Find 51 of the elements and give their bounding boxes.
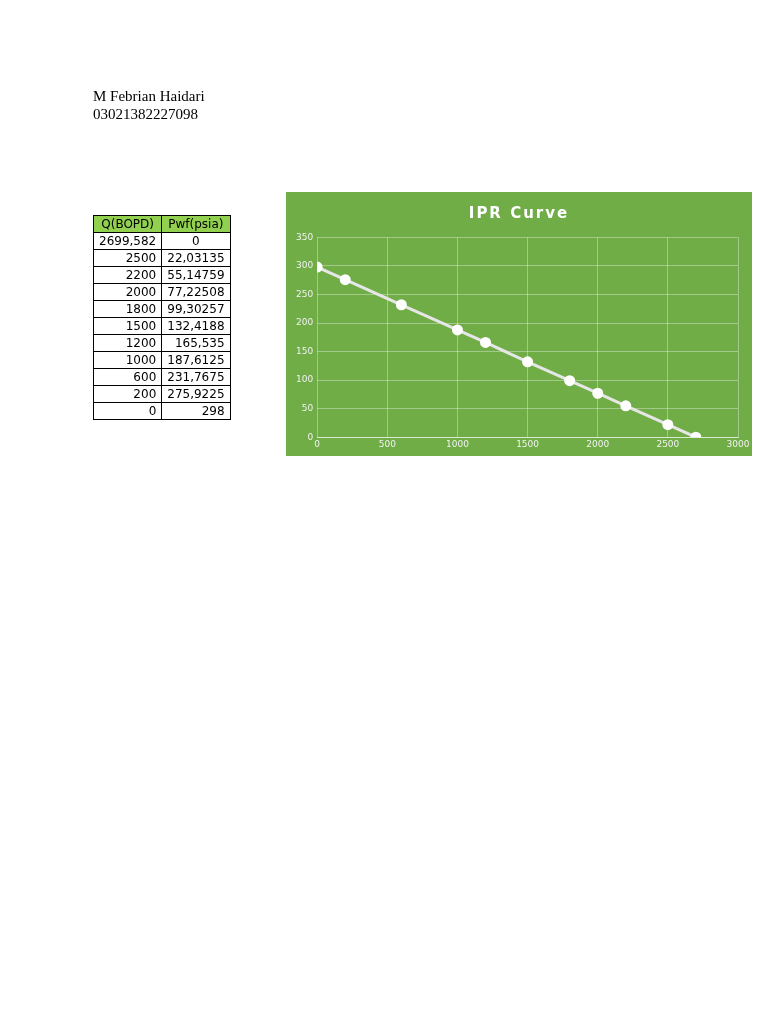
y-tick-label: 100 xyxy=(295,374,314,385)
text: 1800 xyxy=(93,300,162,318)
text: 1200 xyxy=(93,334,162,352)
point xyxy=(564,375,576,387)
point xyxy=(620,400,632,412)
text: 22,03135 xyxy=(161,249,231,267)
text: 132,4188 xyxy=(161,317,231,335)
y-tick-label: 300 xyxy=(295,260,314,271)
text: 2000 xyxy=(93,283,162,301)
text: 0 xyxy=(161,232,231,250)
text: 77,22508 xyxy=(161,283,231,301)
point xyxy=(662,419,674,431)
y-tick-label: 0 xyxy=(307,431,314,442)
text: 1000 xyxy=(93,351,162,369)
text: 200 xyxy=(93,385,162,403)
y-tick-label: 150 xyxy=(295,345,314,356)
x-tick-label: 500 xyxy=(378,438,397,449)
text: Pwf(psia) xyxy=(161,215,231,233)
text: 275,9225 xyxy=(161,385,231,403)
text: 1500 xyxy=(93,317,162,335)
text: 55,14759 xyxy=(161,266,231,284)
x-tick-label: 0 xyxy=(314,438,321,449)
y-tick-label: 350 xyxy=(295,231,314,242)
point xyxy=(451,324,463,336)
point xyxy=(339,274,351,286)
text: 99,30257 xyxy=(161,300,231,318)
point xyxy=(395,299,407,311)
y-tick-label: 200 xyxy=(295,317,314,328)
text: 165,535 xyxy=(161,334,231,352)
point xyxy=(522,356,534,368)
text: Q(BOPD) xyxy=(93,215,162,233)
text: 2500 xyxy=(93,249,162,267)
point xyxy=(480,336,492,348)
x-tick-label: 2000 xyxy=(586,438,610,449)
y-tick-label: 250 xyxy=(295,288,314,299)
text: 2699,582 xyxy=(93,232,162,250)
point xyxy=(592,387,604,399)
y-tick-label: 50 xyxy=(301,403,314,413)
x-tick-label: 3000 xyxy=(726,438,750,449)
text: 03021382227098 xyxy=(93,105,199,123)
text: 0 xyxy=(93,402,162,420)
x-tick-label: 2500 xyxy=(656,438,680,449)
x-tick-label: 1000 xyxy=(446,438,470,449)
text: M Febrian Haidari xyxy=(93,87,205,105)
text: 2200 xyxy=(93,266,162,284)
text: 298 xyxy=(161,402,231,420)
x-tick-label: 1500 xyxy=(516,438,540,449)
chart-title: IPR Curve xyxy=(467,204,571,222)
text: 187,6125 xyxy=(161,351,231,369)
text: 600 xyxy=(93,368,162,386)
text: 231,7675 xyxy=(161,368,231,386)
